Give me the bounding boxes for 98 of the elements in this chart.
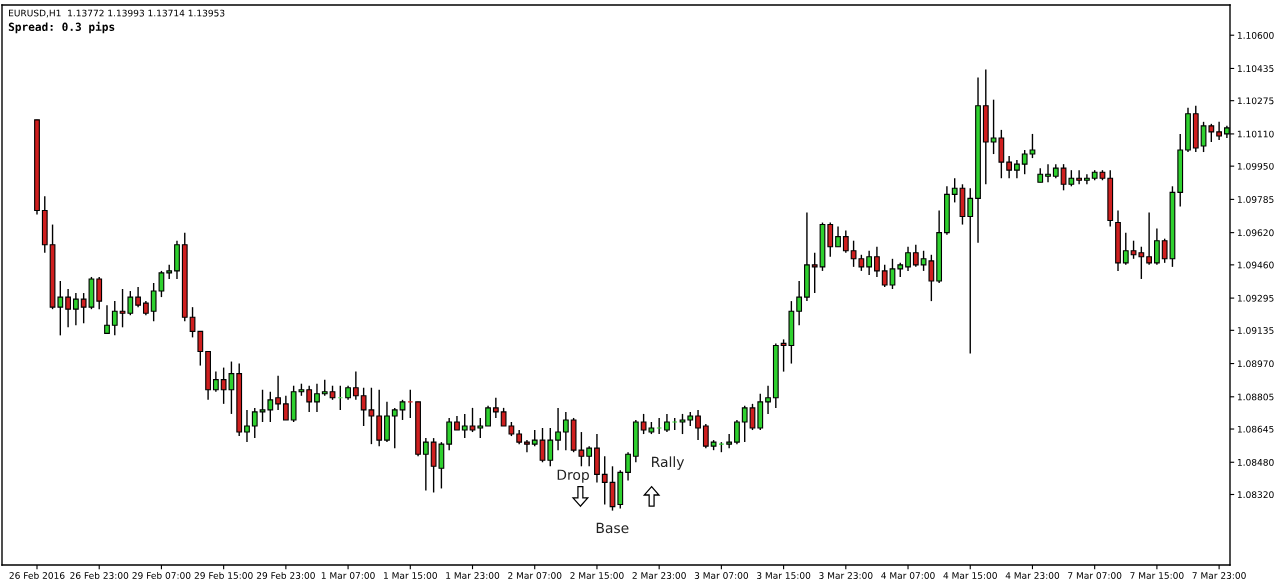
x-tick-label: 2 Mar 15:00 bbox=[570, 572, 624, 579]
candlestick bbox=[244, 409, 250, 443]
candlestick bbox=[905, 246, 911, 272]
y-tick-label: 1.10600 bbox=[1237, 31, 1274, 39]
candlestick bbox=[765, 385, 771, 415]
x-tick-label: 4 Mar 07:00 bbox=[881, 572, 935, 579]
x-tick-label: 2 Mar 23:00 bbox=[632, 572, 686, 579]
candlestick bbox=[111, 300, 118, 337]
candlestick bbox=[1084, 173, 1090, 185]
candlestick bbox=[391, 407, 398, 449]
candlestick bbox=[1154, 227, 1160, 266]
candlestick bbox=[1045, 163, 1051, 183]
y-tick-label: 1.08320 bbox=[1237, 491, 1274, 499]
candlestick bbox=[625, 451, 631, 482]
x-tick-label: 4 Mar 15:00 bbox=[943, 572, 997, 579]
y-tick-label: 1.10275 bbox=[1237, 97, 1274, 105]
candlestick bbox=[96, 276, 103, 310]
candlestick bbox=[695, 409, 701, 441]
y-tick-label: 1.08480 bbox=[1237, 459, 1274, 466]
candlestick bbox=[842, 229, 849, 254]
candlestick bbox=[524, 439, 530, 453]
candlestick bbox=[827, 221, 834, 258]
x-tick-label: 7 Mar 07:00 bbox=[1068, 572, 1122, 579]
x-tick-label: 3 Mar 07:00 bbox=[694, 572, 749, 579]
candlestick bbox=[734, 419, 740, 445]
x-tick-label: 4 Mar 23:00 bbox=[1005, 572, 1060, 579]
y-tick-label: 1.08805 bbox=[1237, 393, 1274, 401]
candlestick bbox=[539, 427, 546, 463]
annotation: Base bbox=[596, 522, 629, 534]
candlestick bbox=[282, 395, 289, 421]
candlestick bbox=[314, 383, 320, 413]
x-tick-label: 7 Mar 23:00 bbox=[1192, 572, 1246, 579]
y-tick-label: 1.08970 bbox=[1237, 360, 1274, 368]
candlestick bbox=[562, 411, 569, 451]
x-tick-label: 3 Mar 15:00 bbox=[757, 572, 811, 579]
candlestick bbox=[477, 417, 484, 439]
candlestick bbox=[702, 423, 709, 449]
candlestick bbox=[1146, 211, 1153, 266]
chart-title: EURUSD,H1 1.13772 1.13993 1.13714 1.13953 bbox=[9, 9, 225, 18]
text: Spread: 0.3 pips bbox=[8, 21, 115, 34]
x-tick-label: 3 Mar 23:00 bbox=[819, 572, 873, 579]
y-tick-label: 1.09620 bbox=[1237, 229, 1274, 237]
x-tick-label: 1 Mar 07:00 bbox=[321, 572, 375, 579]
candlestick bbox=[212, 370, 219, 393]
candlestick bbox=[446, 417, 453, 451]
y-tick-label: 1.09460 bbox=[1237, 261, 1274, 269]
x-tick-label: 1 Mar 23:00 bbox=[446, 572, 500, 579]
candlestick bbox=[65, 288, 71, 328]
candlestick bbox=[352, 370, 359, 401]
candlestick bbox=[1014, 159, 1020, 179]
y-tick-label: 1.10110 bbox=[1237, 130, 1274, 138]
x-tick-label: 26 Feb 23:00 bbox=[70, 571, 129, 579]
candlestick bbox=[469, 407, 476, 433]
candlestick bbox=[586, 445, 593, 467]
y-tick-label: 1.09950 bbox=[1237, 162, 1274, 170]
candlestick bbox=[1076, 169, 1083, 185]
candlestick bbox=[796, 280, 803, 326]
y-tick-label: 1.09785 bbox=[1237, 196, 1274, 203]
x-tick-label: 29 Feb 07:00 bbox=[132, 571, 191, 579]
candlestick bbox=[275, 374, 281, 411]
candlestick bbox=[679, 413, 686, 435]
y-tick-label: 1.10435 bbox=[1237, 65, 1274, 73]
x-tick-label: 29 Feb 15:00 bbox=[194, 571, 253, 579]
candlestick bbox=[306, 385, 313, 413]
x-tick-label: 1 Mar 15:00 bbox=[384, 572, 437, 579]
candlestick bbox=[874, 246, 880, 278]
annotation: Drop bbox=[557, 469, 589, 483]
x-tick-label: 26 Feb 2016 bbox=[9, 571, 65, 579]
candlestick bbox=[492, 397, 499, 419]
candlestick bbox=[912, 244, 919, 268]
candlestick bbox=[485, 405, 491, 427]
candlestick bbox=[547, 427, 554, 467]
candlestick bbox=[866, 250, 873, 276]
candlestick bbox=[741, 405, 748, 443]
x-tick-label: 7 Mar 15:00 bbox=[1130, 572, 1184, 579]
candlestick bbox=[749, 403, 756, 431]
candlestick bbox=[601, 455, 608, 506]
y-tick-label: 1.09135 bbox=[1237, 327, 1274, 334]
y-tick-label: 1.09295 bbox=[1237, 294, 1274, 302]
candlestick bbox=[399, 399, 406, 421]
candlestick bbox=[422, 437, 429, 492]
candlestick bbox=[135, 286, 141, 308]
x-tick-label: 29 Feb 23:00 bbox=[256, 571, 315, 579]
candlestick bbox=[1122, 231, 1129, 266]
candlestick bbox=[1216, 121, 1223, 141]
x-tick-label: 2 Mar 07:00 bbox=[508, 572, 562, 579]
candlestick bbox=[1006, 155, 1013, 179]
candlestick bbox=[72, 292, 79, 326]
candlestick bbox=[726, 433, 733, 449]
candlestick bbox=[104, 304, 110, 335]
candlestick bbox=[251, 407, 258, 439]
y-tick-label: 1.08645 bbox=[1237, 425, 1274, 433]
candlestick bbox=[664, 413, 670, 433]
candlestick bbox=[461, 413, 468, 439]
candlestick bbox=[967, 187, 974, 355]
candlestick bbox=[555, 407, 561, 451]
annotation: Rally bbox=[652, 456, 685, 470]
candlestick bbox=[835, 225, 841, 248]
